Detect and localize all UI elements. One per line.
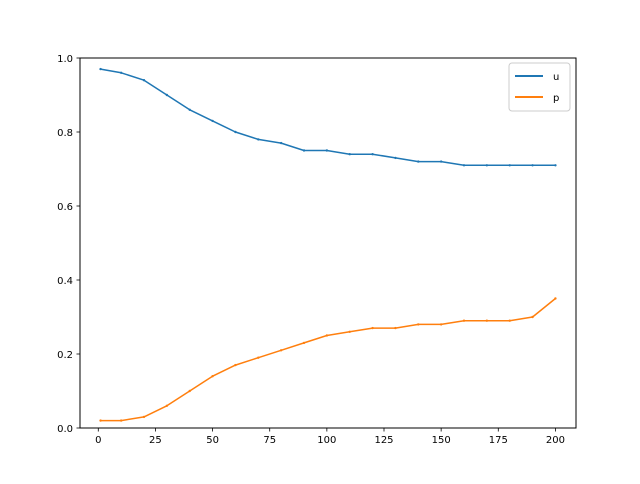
data-point-p	[257, 356, 260, 359]
data-point-u	[119, 71, 123, 75]
x-tick-label: 100	[317, 435, 336, 446]
y-tick-label: 0.4	[57, 276, 73, 287]
y-tick-label: 0.6	[57, 202, 73, 213]
data-point-p	[508, 319, 511, 322]
data-point-p	[99, 419, 102, 422]
data-point-u	[165, 93, 169, 97]
x-tick-label: 75	[263, 435, 276, 446]
data-point-p	[279, 349, 283, 352]
axes-layer: 0 25 50 75 100 125 150 175 200 0.0 0.2 0.4 0.6 0.8 1.0	[57, 54, 565, 446]
data-point-u	[348, 153, 351, 156]
data-point-u	[99, 67, 102, 71]
data-point-u	[462, 164, 466, 167]
data-point-u	[142, 79, 146, 82]
data-point-p	[462, 319, 466, 322]
data-point-p	[325, 334, 329, 337]
data-point-p	[394, 326, 397, 330]
data-point-u	[417, 160, 420, 163]
y-tick-label: 0.0	[57, 424, 73, 435]
y-tick-label: 0.2	[57, 350, 73, 361]
x-tick-label: 50	[206, 435, 219, 446]
data-point-p	[211, 375, 214, 378]
data-point-p	[142, 415, 146, 419]
data-point-p	[417, 323, 420, 326]
x-tick-label: 0	[95, 435, 101, 446]
data-point-u	[439, 160, 443, 163]
legend: u p	[508, 62, 571, 112]
data-point-p	[302, 341, 306, 345]
x-tick-label: 200	[546, 435, 565, 446]
data-point-u	[302, 149, 306, 152]
x-tick-label: 175	[489, 435, 508, 446]
data-point-u	[188, 108, 191, 112]
data-point-u	[211, 119, 214, 123]
data-point-p	[554, 297, 557, 300]
data-point-u	[279, 141, 283, 145]
legend-label-p: p	[553, 93, 559, 104]
data-point-p	[188, 389, 191, 393]
data-point-p	[531, 315, 534, 319]
data-point-p	[348, 330, 351, 333]
legend-box	[508, 62, 571, 112]
data-point-u	[394, 156, 397, 160]
data-point-p	[439, 323, 443, 326]
data-point-u	[531, 164, 534, 167]
data-point-p	[485, 319, 489, 322]
x-tick-label: 125	[374, 435, 393, 446]
y-tick-label: 0.8	[57, 128, 73, 139]
plot-area	[80, 58, 576, 428]
x-tick-label: 25	[149, 435, 162, 446]
plot-frame	[79, 57, 577, 429]
data-point-u	[554, 164, 557, 167]
y-tick-label: 1.0	[57, 54, 73, 65]
data-point-u	[257, 138, 260, 141]
data-point-p	[234, 363, 237, 367]
legend-label-u: u	[553, 72, 559, 83]
data-point-p	[119, 419, 123, 422]
series-layer	[99, 67, 557, 422]
data-point-p	[371, 326, 374, 330]
data-point-u	[325, 149, 329, 152]
data-point-u	[371, 153, 374, 156]
data-point-p	[165, 404, 169, 407]
data-point-u	[485, 164, 489, 167]
data-point-u	[234, 130, 237, 134]
data-point-u	[508, 164, 511, 167]
x-tick-label: 150	[432, 435, 451, 446]
